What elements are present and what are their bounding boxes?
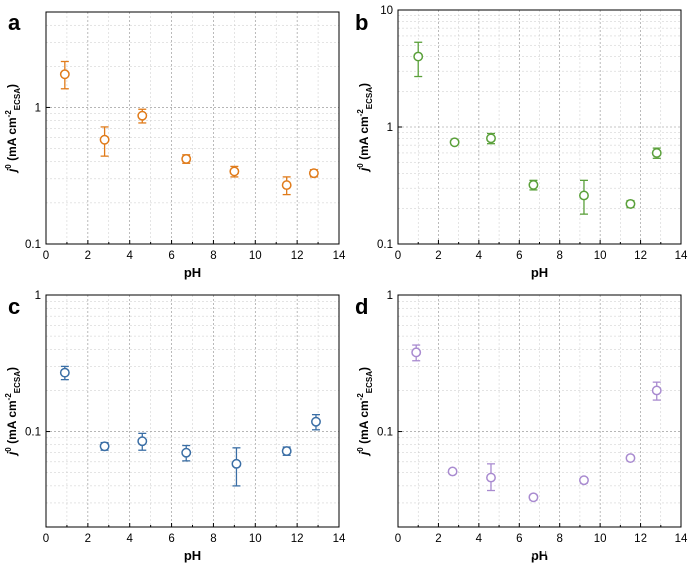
panel-d-data-point [625,453,636,463]
panel-b-xtick-label: 2 [435,250,441,262]
panel-c-ytick-label: 0.1 [25,427,41,439]
panel-a-data-point [308,168,319,179]
panel-c-xtick-label: 6 [168,533,174,545]
panel-c-data-point [59,367,70,378]
panel-a-xtick-label: 8 [210,250,216,262]
panel-b-letter: b [355,10,368,35]
panel-b-xtick-label: 12 [634,250,647,262]
panel-c-data-point [99,441,110,452]
panel-c: 0 2 4 6 8 10 12 14 0.1 1 pH j0 (mA cm-2ECSA) c [4,290,346,563]
panel-c-data-point [137,436,148,447]
panel-b-xaxis-label: pH [531,265,548,280]
panel-c-xaxis-label: pH [184,548,201,563]
panel-b-ytick-label: 0.1 [377,239,393,251]
panel-a-data-point [137,110,148,121]
panel-d-yaxis-label: j0 (mA cm-2ECSA) [356,367,374,457]
panel-b-xtick-label: 0 [395,250,401,262]
panel-b-xtick-label: 10 [594,250,607,262]
panel-c-xtick-label: 14 [333,533,346,545]
panel-b-data-point [486,133,496,144]
panel-c-xtick-label: 12 [291,533,304,545]
panel-c-xtick-label: 8 [210,533,216,545]
panel-b-data-point [449,137,460,148]
panel-c-yaxis-label: j0 (mA cm-2ECSA) [4,367,22,457]
panel-d-xtick-label: 2 [435,533,441,545]
panel-d-data-point [411,347,422,358]
panel-d-xtick-label: 8 [557,533,563,545]
panel-d-data-point [651,385,662,396]
panel-d-xtick-label: 12 [634,533,647,545]
panel-c-ytick-label: 1 [35,290,41,302]
panel-d: 0 2 4 6 8 10 12 14 0.1 1 pH j0 (mA cm-2ECSA) d [355,290,688,563]
panel-a-yaxis-label: j0 (mA cm-2ECSA) [4,84,22,174]
panel-d-data-point [486,472,496,483]
panel-a-data-point [59,69,70,80]
panel-c-letter: c [8,294,20,319]
panel-d-xtick-label: 6 [516,533,522,545]
panel-b-data-point [625,198,636,209]
panel-b-xtick-label: 14 [675,250,688,262]
panel-a-data-point [181,153,192,164]
panel-d-xaxis-label: pH [531,548,548,563]
panel-d-data-point [528,492,539,503]
panel-b-ytick-label: 10 [380,5,393,17]
panel-b-data-point [579,190,589,201]
panel-a-letter: a [8,10,21,35]
panel-a-xtick-label: 2 [85,250,91,262]
panel-c-data-point [311,416,321,427]
panel-c-xtick-label: 10 [249,533,262,545]
panel-a-xaxis-label: pH [184,265,201,280]
panel-b-data-point [528,179,539,190]
panel-c-data-point [231,458,242,469]
panel-a: 0 2 4 6 8 10 12 14 0.1 1 pH j0 (mA cm-2ECSA) a [4,10,346,280]
panel-d-data-point [579,475,589,486]
panel-d-letter: d [355,294,368,319]
panel-a-xtick-label: 4 [127,250,134,262]
panel-a-ytick-label: 1 [35,102,41,114]
panel-a-xtick-label: 6 [168,250,174,262]
panel-d-xtick-label: 10 [594,533,607,545]
panel-a-xtick-label: 10 [249,250,262,262]
panel-c-data-point [281,446,292,456]
panel-c-xtick-label: 4 [127,533,134,545]
panel-a-xtick-label: 0 [43,250,49,262]
panel-a-xtick-label: 14 [333,250,346,262]
panel-c-data-point [181,447,192,458]
panel-b-yaxis-label: j0 (mA cm-2ECSA) [356,83,374,173]
panel-b: 0 2 4 6 8 10 12 14 0.1 1 10 pH j0 (mA cm-2ECSA) b [355,5,688,280]
panel-d-xtick-label: 4 [476,533,483,545]
panel-d-data-point [447,466,458,477]
panel-b-xtick-label: 4 [476,250,483,262]
panel-b-data-point [413,51,424,62]
panel-d-ytick-label: 1 [387,290,393,302]
panel-b-xtick-label: 6 [516,250,522,262]
watermark-text: 知乎 @科学材料站 [506,541,647,560]
panel-b-xtick-label: 8 [557,250,563,262]
panel-c-xtick-label: 2 [85,533,91,545]
panel-a-data-point [99,134,110,145]
panel-c-xtick-label: 0 [43,533,49,545]
panel-a-data-point [229,166,240,177]
panel-a-data-point [281,180,292,191]
panel-a-xtick-label: 12 [291,250,304,262]
panel-d-xtick-label: 0 [395,533,401,545]
panel-d-xtick-label: 14 [675,533,688,545]
panel-b-data-point [651,148,662,158]
panel-b-ytick-label: 1 [387,122,393,134]
panel-a-ytick-label: 0.1 [25,239,41,251]
panel-d-ytick-label: 0.1 [377,427,393,439]
